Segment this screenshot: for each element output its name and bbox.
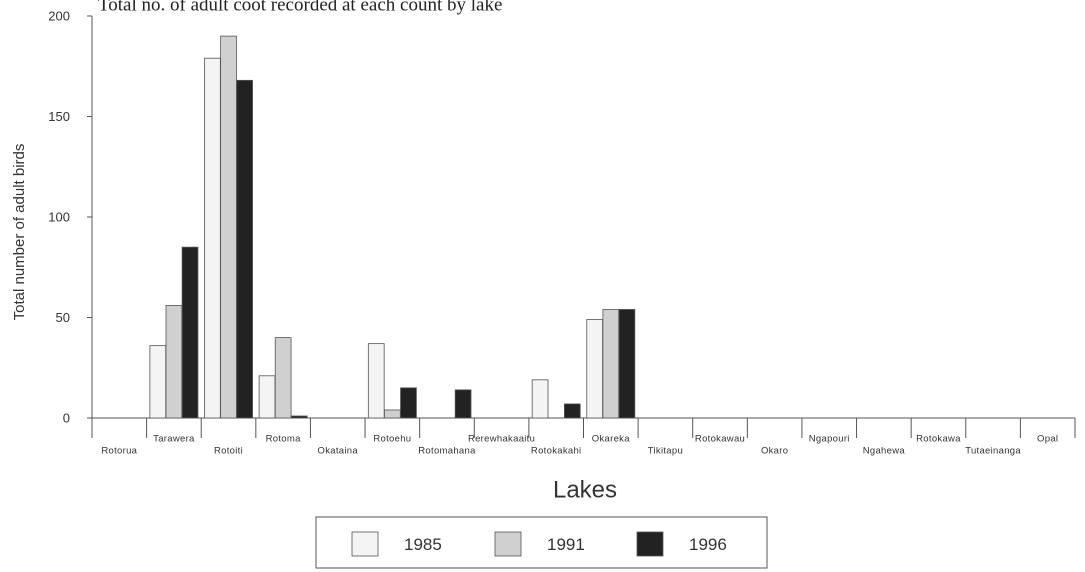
- bar-1996-rotoehu: [400, 387, 417, 419]
- x-tick-label: Okaro: [761, 445, 788, 456]
- x-tick-label: Rotomahana: [418, 445, 476, 456]
- bar-1985-okareka: [586, 319, 604, 419]
- legend-box: [315, 516, 768, 569]
- bar-1985-rotoiti: [204, 57, 221, 419]
- bar-1991-rotoiti: [220, 35, 237, 419]
- bar-1985-rotoehu: [367, 343, 385, 419]
- y-tick-label: 150: [48, 109, 70, 124]
- y-tick-label: 200: [48, 9, 70, 24]
- x-tick-label: Rotokakahi: [531, 445, 582, 456]
- chart-title: Total no. of adult coot recorded at each…: [98, 0, 502, 16]
- x-tick-label: Rerewhakaaitu: [468, 433, 535, 444]
- x-tick-label: Rotorua: [101, 445, 137, 456]
- bar-1996-tarawera: [181, 246, 199, 419]
- x-tick-label: Ngapouri: [809, 433, 850, 444]
- x-tick-label: Tutaeinanga: [965, 445, 1021, 456]
- bar-1996-rotoiti: [236, 79, 253, 419]
- bar-1991-tarawera: [165, 305, 183, 419]
- bar-1985-rotoma: [258, 375, 276, 419]
- legend-swatch-1985: [351, 531, 379, 557]
- x-tick-label: Tarawera: [153, 433, 195, 444]
- x-tick-label: Ngahewa: [863, 445, 906, 456]
- legend-label-1985: 1985: [404, 535, 442, 554]
- legend-swatch-1996: [636, 531, 664, 557]
- x-tick-label: Rotoehu: [373, 433, 411, 444]
- bar-1991-rotoma: [274, 337, 292, 419]
- y-axis-title: Total number of adult birds: [11, 144, 28, 321]
- x-tick-label: Okareka: [592, 433, 630, 444]
- y-tick-label: 50: [56, 310, 70, 325]
- bar-1985-rotokakahi: [531, 379, 549, 419]
- bar-1996-okareka: [618, 309, 636, 419]
- bar-1991-rotoehu: [384, 409, 401, 419]
- x-tick-label: Opal: [1037, 433, 1058, 444]
- x-tick-label: Rotokawa: [916, 433, 961, 444]
- y-axis: 0 50 100 150 200: [48, 9, 93, 426]
- bar-1991-okareka: [602, 309, 620, 419]
- y-tick-label: 0: [63, 411, 70, 426]
- y-tick-label: 100: [48, 210, 70, 225]
- x-tick-label: Okataina: [318, 445, 359, 456]
- bar-1996-rotomahana: [454, 389, 472, 419]
- x-axis: Rotorua Tarawera Rotoiti Rotoma Okataina Roto…: [91, 417, 1076, 456]
- bars: [149, 35, 636, 419]
- x-tick-label: Rotoma: [266, 433, 301, 444]
- legend-label-1991: 1991: [547, 535, 585, 554]
- legend-swatch-1991: [494, 531, 522, 557]
- legend: 1985 1991 1996: [315, 516, 768, 569]
- legend-label-1996: 1996: [689, 535, 727, 554]
- x-axis-title: Lakes: [553, 476, 617, 503]
- x-tick-label: Rotokawau: [695, 433, 745, 444]
- bar-1996-rotoma: [290, 415, 308, 419]
- x-tick-label: Rotoiti: [214, 445, 243, 456]
- bar-1985-tarawera: [149, 345, 167, 419]
- bar-1996-rotokakahi: [563, 403, 581, 419]
- x-tick-label: Tikitapu: [648, 445, 683, 456]
